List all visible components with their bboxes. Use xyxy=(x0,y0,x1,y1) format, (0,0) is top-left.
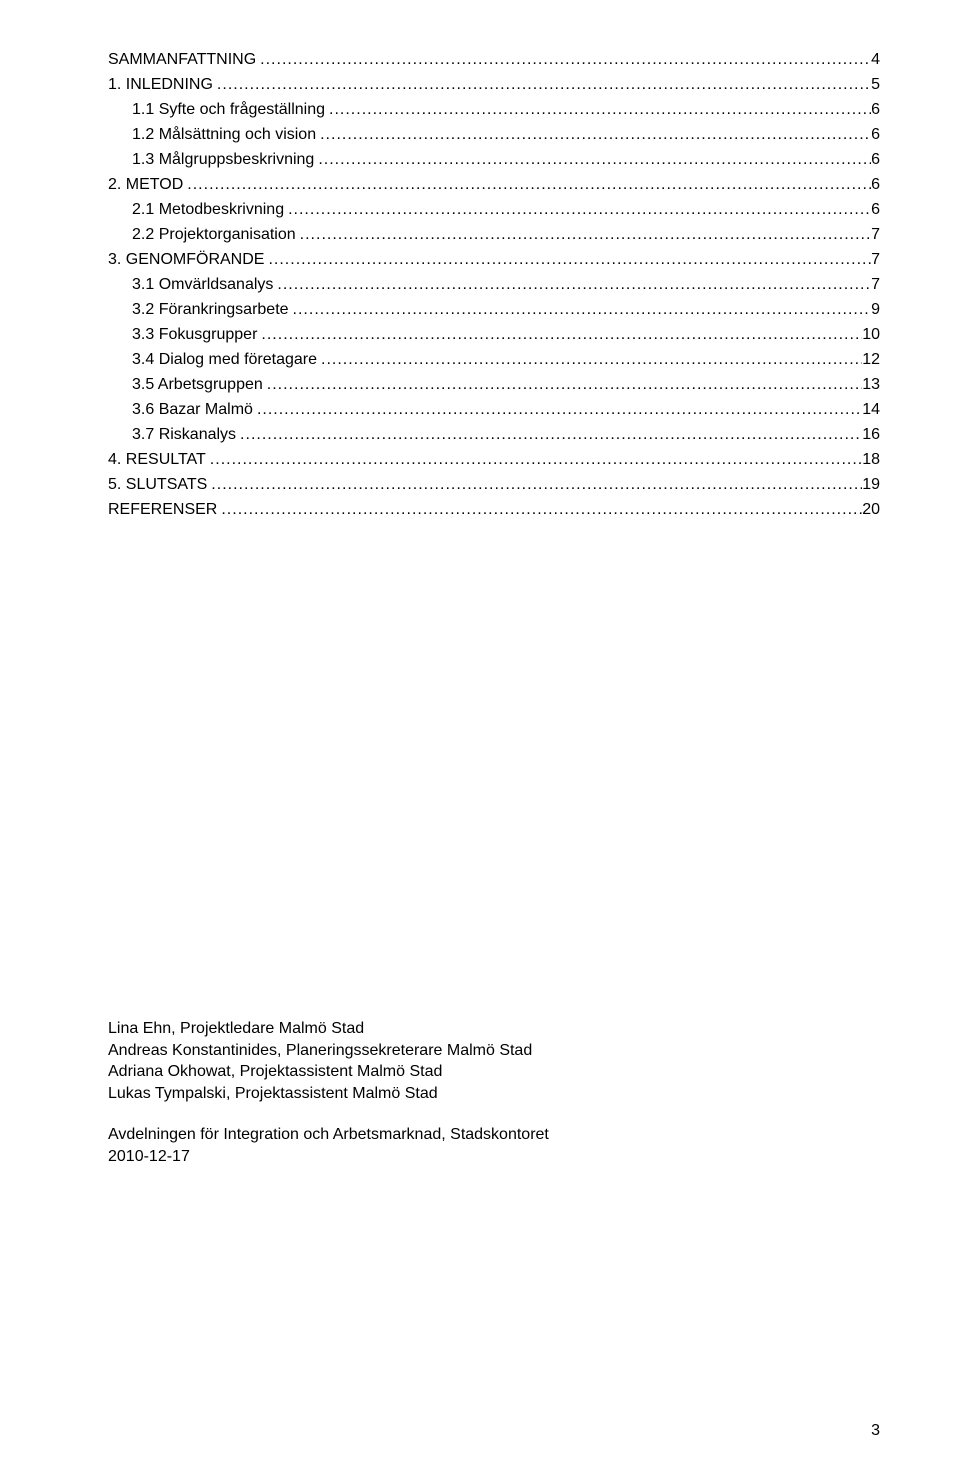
toc-label: 2.2 Projektorganisation xyxy=(132,223,296,247)
toc-label: SAMMANFATTNING xyxy=(108,48,256,72)
toc-entry: 3.4 Dialog med företagare 12 xyxy=(108,348,880,372)
toc-page-number: 5 xyxy=(871,73,880,97)
toc-label: 1.1 Syfte och frågeställning xyxy=(132,98,325,122)
toc-leader-dots xyxy=(183,173,871,197)
toc-label: REFERENSER xyxy=(108,498,217,522)
credit-line: Adriana Okhowat, Projektassistent Malmö … xyxy=(108,1061,880,1083)
toc-entry: 1.2 Målsättning och vision 6 xyxy=(108,123,880,147)
toc-leader-dots xyxy=(253,398,862,422)
toc-page-number: 16 xyxy=(862,423,880,447)
credit-line: Lina Ehn, Projektledare Malmö Stad xyxy=(108,1018,880,1040)
toc-leader-dots xyxy=(314,148,871,172)
toc-label: 3. GENOMFÖRANDE xyxy=(108,248,264,272)
page-number: 3 xyxy=(871,1422,880,1440)
toc-entry: 1. INLEDNING 5 xyxy=(108,73,880,97)
toc-page-number: 6 xyxy=(871,98,880,122)
toc-entry: 2.2 Projektorganisation 7 xyxy=(108,223,880,247)
toc-leader-dots xyxy=(257,323,862,347)
toc-entry: 3. GENOMFÖRANDE 7 xyxy=(108,248,880,272)
toc-label: 1.2 Målsättning och vision xyxy=(132,123,316,147)
toc-leader-dots xyxy=(217,498,862,522)
credit-line: Andreas Konstantinides, Planeringssekret… xyxy=(108,1040,880,1062)
toc-entry: 3.2 Förankringsarbete 9 xyxy=(108,298,880,322)
toc-page-number: 14 xyxy=(862,398,880,422)
toc-entry: 3.3 Fokusgrupper 10 xyxy=(108,323,880,347)
toc-page-number: 19 xyxy=(862,473,880,497)
toc-page-number: 6 xyxy=(871,148,880,172)
toc-entry: 2.1 Metodbeskrivning 6 xyxy=(108,198,880,222)
toc-page-number: 20 xyxy=(862,498,880,522)
toc-page-number: 6 xyxy=(871,123,880,147)
toc-label: 4. RESULTAT xyxy=(108,448,206,472)
toc-leader-dots xyxy=(264,248,871,272)
toc-page-number: 6 xyxy=(871,173,880,197)
toc-page-number: 6 xyxy=(871,198,880,222)
toc-entry: SAMMANFATTNING 4 xyxy=(108,48,880,72)
toc-page-number: 18 xyxy=(862,448,880,472)
toc-leader-dots xyxy=(263,373,862,397)
toc-label: 5. SLUTSATS xyxy=(108,473,207,497)
toc-label: 3.1 Omvärldsanalys xyxy=(132,273,273,297)
toc-leader-dots xyxy=(213,73,871,97)
toc-label: 1.3 Målgruppsbeskrivning xyxy=(132,148,314,172)
toc-entry: 2. METOD 6 xyxy=(108,173,880,197)
toc-label: 2. METOD xyxy=(108,173,183,197)
toc-entry: 5. SLUTSATS 19 xyxy=(108,473,880,497)
toc-label: 3.6 Bazar Malmö xyxy=(132,398,253,422)
toc-page-number: 12 xyxy=(862,348,880,372)
toc-label: 3.4 Dialog med företagare xyxy=(132,348,317,372)
toc-page-number: 13 xyxy=(862,373,880,397)
toc-page-number: 7 xyxy=(871,248,880,272)
toc-entry: 1.3 Målgruppsbeskrivning 6 xyxy=(108,148,880,172)
toc-label: 3.3 Fokusgrupper xyxy=(132,323,257,347)
toc-entry: 3.5 Arbetsgruppen 13 xyxy=(108,373,880,397)
toc-leader-dots xyxy=(236,423,862,447)
toc-leader-dots xyxy=(256,48,871,72)
credits-block: Lina Ehn, Projektledare Malmö Stad Andre… xyxy=(108,1018,880,1168)
toc-leader-dots xyxy=(284,198,871,222)
table-of-contents: SAMMANFATTNING41. INLEDNING51.1 Syfte oc… xyxy=(108,48,880,522)
toc-label: 3.5 Arbetsgruppen xyxy=(132,373,263,397)
toc-entry: 3.7 Riskanalys 16 xyxy=(108,423,880,447)
toc-label: 3.7 Riskanalys xyxy=(132,423,236,447)
credit-line: Avdelningen för Integration och Arbetsma… xyxy=(108,1124,880,1146)
credit-line: 2010-12-17 xyxy=(108,1146,880,1168)
toc-leader-dots xyxy=(289,298,872,322)
toc-leader-dots xyxy=(206,448,862,472)
toc-leader-dots xyxy=(316,123,871,147)
toc-page-number: 7 xyxy=(871,223,880,247)
toc-page-number: 7 xyxy=(871,273,880,297)
toc-entry: 3.6 Bazar Malmö 14 xyxy=(108,398,880,422)
toc-leader-dots xyxy=(273,273,871,297)
toc-label: 2.1 Metodbeskrivning xyxy=(132,198,284,222)
toc-leader-dots xyxy=(207,473,862,497)
toc-leader-dots xyxy=(317,348,862,372)
toc-leader-dots xyxy=(296,223,871,247)
toc-page-number: 4 xyxy=(871,48,880,72)
toc-entry: 3.1 Omvärldsanalys 7 xyxy=(108,273,880,297)
toc-leader-dots xyxy=(325,98,871,122)
toc-entry: 4. RESULTAT 18 xyxy=(108,448,880,472)
toc-page-number: 9 xyxy=(871,298,880,322)
toc-label: 1. INLEDNING xyxy=(108,73,213,97)
toc-label: 3.2 Förankringsarbete xyxy=(132,298,289,322)
toc-entry: 1.1 Syfte och frågeställning 6 xyxy=(108,98,880,122)
toc-page-number: 10 xyxy=(862,323,880,347)
credit-line: Lukas Tympalski, Projektassistent Malmö … xyxy=(108,1083,880,1105)
toc-entry: REFERENSER 20 xyxy=(108,498,880,522)
